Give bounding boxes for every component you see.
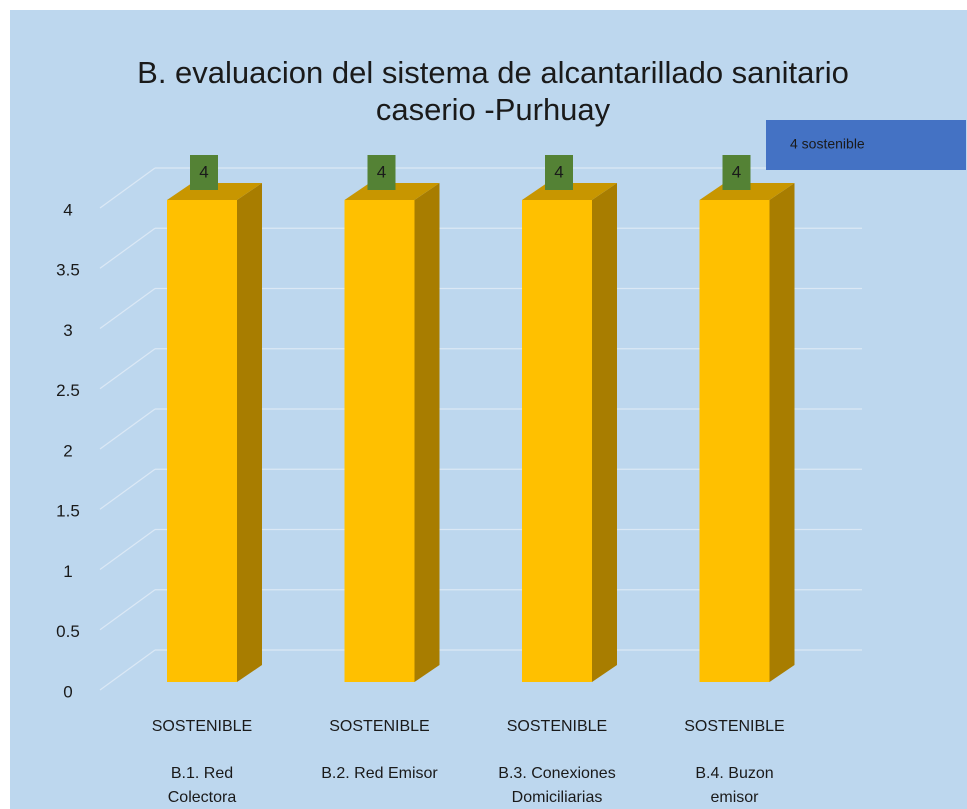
y-tick-label: 1 xyxy=(63,562,72,581)
y-tick-label: 0.5 xyxy=(56,622,80,641)
grid-line xyxy=(99,529,156,570)
chart: 0 0.5 1 1.5 2 2.5 3 3.5 4 4 SOSTENIBLE 4 SOSTENIBLE 4… xyxy=(10,10,967,809)
plot: 0 0.5 1 1.5 2 2.5 3 3.5 4 4 SOSTENIBLE 4 SOSTENIBLE 4… xyxy=(56,120,966,735)
bar xyxy=(699,200,770,682)
data-label-box xyxy=(367,155,396,190)
legend-box xyxy=(766,120,966,170)
bar-side xyxy=(237,183,262,682)
y-tick-label: 3.5 xyxy=(56,261,80,280)
bar-side xyxy=(414,183,440,682)
data-label-box xyxy=(190,155,218,190)
x-tick-label: B.2. Red Emisor xyxy=(321,765,438,782)
data-label: 4 xyxy=(199,162,208,181)
grid-line xyxy=(99,649,156,691)
data-label-box xyxy=(545,155,573,190)
data-label-box xyxy=(722,155,751,190)
grid-line xyxy=(99,589,156,631)
x-subcategory-label: SOSTENIBLE xyxy=(507,718,607,735)
data-label: 4 xyxy=(377,162,386,181)
grid-line xyxy=(99,468,156,510)
y-tick-label: 0 xyxy=(63,682,72,701)
y-tick-label: 3 xyxy=(63,321,72,340)
data-label: 4 xyxy=(554,162,563,181)
legend-label: 4 sostenible xyxy=(790,136,865,152)
x-tick-label: B.1. Red Colectora xyxy=(167,765,237,806)
x-subcategory-label: SOSTENIBLE xyxy=(152,718,252,735)
bar xyxy=(167,200,237,682)
grid-line xyxy=(99,348,156,390)
data-label: 4 xyxy=(732,162,741,181)
x-subcategory-label: SOSTENIBLE xyxy=(684,718,784,735)
x-subcategory-label: SOSTENIBLE xyxy=(329,718,429,735)
grid-line xyxy=(99,227,156,269)
x-tick-label: B.4. Buzon emisor xyxy=(695,765,774,806)
bar xyxy=(522,200,592,682)
x-tick-label: B.3. Conexiones Domiciliarias xyxy=(498,765,616,806)
chart-title: B. evaluacion del sistema de alcantarill… xyxy=(137,55,849,127)
grid-line xyxy=(99,167,156,209)
y-tick-label: 4 xyxy=(63,200,72,219)
bar-side xyxy=(769,183,795,682)
y-tick-label: 2.5 xyxy=(56,381,80,400)
grid-line xyxy=(99,408,156,450)
y-tick-label: 1.5 xyxy=(56,502,80,521)
bar xyxy=(344,200,415,682)
grid-line xyxy=(99,288,156,329)
bar-side xyxy=(592,183,617,682)
y-tick-label: 2 xyxy=(63,441,72,460)
